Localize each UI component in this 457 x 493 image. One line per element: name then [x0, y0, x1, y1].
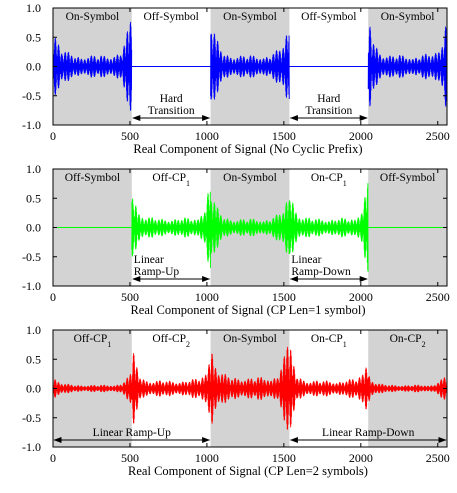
region-label-text: On-Symbol	[381, 11, 435, 23]
chart-panel-3: Off-CP1 Off-CP2 On-Symbol On-CP1 On-CP2Linea…	[22, 323, 450, 478]
region-label-text: On-Symbol	[223, 333, 277, 345]
annotation-label: Linear	[134, 254, 164, 266]
region-label-subscript: 1	[343, 340, 347, 349]
x-tick-label: 2500	[426, 129, 450, 143]
y-tick-label: 0.5	[26, 352, 41, 366]
region-label: Off-CP1	[74, 333, 112, 349]
y-tick-label: -1.0	[22, 440, 41, 454]
chart-panel-2: Off-Symbol Off-CP1 On-Symbol On-CP1 Off-Symb…	[22, 162, 450, 317]
x-axis-label: Real Component of Signal (CP Len=2 symbo…	[128, 464, 368, 478]
region-label: Off-Symbol	[65, 172, 120, 184]
x-tick-label: 1500	[272, 129, 296, 143]
x-tick-label: 2000	[349, 290, 373, 304]
x-tick-label: 1000	[195, 451, 219, 465]
x-axis-label: Real Component of Signal (No Cyclic Pref…	[133, 142, 362, 156]
x-tick-label: 2000	[349, 451, 373, 465]
y-tick-label: 0.5	[26, 30, 41, 44]
region-label-text: Off-CP	[74, 333, 108, 345]
annotation-label: Transition	[305, 105, 352, 117]
x-tick-label: 1500	[272, 290, 296, 304]
region-label: Off-CP2	[152, 333, 190, 349]
x-tick-label: 500	[121, 129, 139, 143]
region-label: Off-CP1	[152, 172, 190, 188]
region-label: Off-Symbol	[380, 172, 435, 184]
x-tick-label: 1000	[195, 290, 219, 304]
chart-panel-1: On-Symbol Off-Symbol On-Symbol Off-Symbol On…	[22, 1, 450, 156]
x-tick-label: 0	[50, 451, 56, 465]
region-label-text: On-Symbol	[223, 11, 277, 23]
annotation-label: Ramp-Up	[134, 266, 180, 278]
signal-series-line	[131, 182, 369, 272]
y-tick-label: 0.0	[26, 382, 41, 396]
region-label: On-Symbol	[223, 333, 277, 345]
region-label-text: Off-Symbol	[144, 11, 199, 23]
annotation-label: Hard	[317, 93, 340, 105]
region-label: On-CP2	[390, 333, 426, 349]
annotation-label: Linear Ramp-Up	[93, 427, 171, 439]
annotation-label: Hard	[160, 93, 183, 105]
y-tick-label: 1.0	[26, 323, 41, 337]
region-label: On-Symbol	[223, 172, 277, 184]
region-label-subscript: 1	[107, 340, 111, 349]
x-tick-label: 0	[50, 129, 56, 143]
x-tick-label: 2000	[349, 129, 373, 143]
region-label-text: On-CP	[311, 172, 343, 184]
x-tick-label: 500	[121, 290, 139, 304]
y-tick-label: -1.0	[22, 118, 41, 132]
x-tick-label: 2500	[426, 290, 450, 304]
region-label: On-Symbol	[66, 11, 120, 23]
region-label-text: On-CP	[390, 333, 422, 345]
y-tick-label: 1.0	[26, 1, 41, 15]
region-label-subscript: 2	[186, 340, 190, 349]
x-tick-label: 1500	[272, 451, 296, 465]
annotation-label: Linear Ramp-Down	[322, 427, 415, 439]
annotation-label: Transition	[148, 105, 195, 117]
signal-series-line	[52, 346, 448, 430]
region-label: On-CP1	[311, 172, 347, 188]
annotation-label: Linear	[291, 254, 321, 266]
region-label-text: Off-Symbol	[65, 172, 120, 184]
y-tick-label: -1.0	[22, 279, 41, 293]
region-label-text: Off-Symbol	[301, 11, 356, 23]
region-label-text: Off-CP	[152, 172, 186, 184]
x-tick-label: 1000	[195, 129, 219, 143]
x-tick-label: 500	[121, 451, 139, 465]
y-tick-label: 1.0	[26, 162, 41, 176]
region-label-text: Off-Symbol	[380, 172, 435, 184]
y-tick-label: -0.5	[22, 411, 41, 425]
annotation-label: Ramp-Down	[291, 266, 351, 278]
region-label-subscript: 1	[186, 179, 190, 188]
region-label-subscript: 2	[422, 340, 426, 349]
y-tick-label: -0.5	[22, 89, 41, 103]
region-label: On-CP1	[311, 333, 347, 349]
y-tick-label: -0.5	[22, 250, 41, 264]
region-label-text: On-Symbol	[223, 172, 277, 184]
region-label-subscript: 1	[343, 179, 347, 188]
x-tick-label: 0	[50, 290, 56, 304]
region-label: Off-Symbol	[144, 11, 199, 23]
y-tick-label: 0.0	[26, 60, 41, 74]
signal-series-line	[52, 21, 448, 111]
y-tick-label: 0.0	[26, 221, 41, 235]
region-label: Off-Symbol	[301, 11, 356, 23]
region-label: On-Symbol	[223, 11, 277, 23]
y-tick-label: 0.5	[26, 191, 41, 205]
region-label-text: On-CP	[311, 333, 343, 345]
region-label-text: On-Symbol	[66, 11, 120, 23]
region-label: On-Symbol	[381, 11, 435, 23]
region-label-text: Off-CP	[152, 333, 186, 345]
x-axis-label: Real Component of Signal (CP Len=1 symbo…	[130, 303, 365, 317]
x-tick-label: 2500	[426, 451, 450, 465]
